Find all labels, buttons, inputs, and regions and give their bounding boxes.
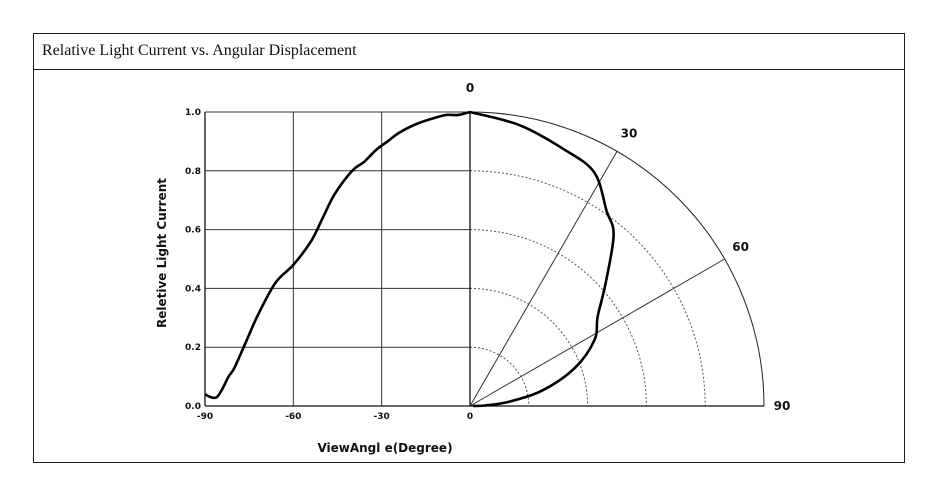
- polar-angle-label: 30: [621, 126, 638, 140]
- x-tick-label: -30: [374, 412, 390, 422]
- y-tick-label: 0.2: [185, 343, 201, 353]
- chart-grid: [204, 111, 471, 407]
- x-tick-label: 0: [467, 412, 473, 422]
- polar-angle-label: 60: [732, 240, 749, 254]
- polar-angle-label: 90: [774, 399, 791, 413]
- polar-radial-line: [469, 151, 618, 407]
- y-axis-label: Reletive Light Current: [155, 178, 169, 328]
- polar-ring: [469, 287, 589, 407]
- chart-title: Relative Light Current vs. Angular Displ…: [42, 42, 357, 59]
- polar-ring: [469, 346, 530, 407]
- y-tick-label: 0.4: [185, 284, 201, 294]
- x-tick-label: -60: [285, 412, 301, 422]
- y-tick-label: 1.0: [185, 108, 201, 118]
- polar-ring: [469, 170, 706, 407]
- figure-header: Relative Light Current vs. Angular Displ…: [34, 34, 904, 70]
- chart-axes: [204, 112, 764, 407]
- x-tick-label: -90: [197, 412, 213, 422]
- x-axis-label: ViewAngl e(Degree): [317, 441, 452, 455]
- y-tick-label: 0.8: [185, 167, 201, 177]
- cartesian-curve: [204, 110, 471, 400]
- polar-outer-arc: [469, 111, 765, 407]
- polar-ring: [469, 229, 647, 407]
- y-tick-label: 0.6: [185, 226, 201, 236]
- polar-angle-label: 0: [466, 81, 474, 95]
- polar-grid: [469, 111, 765, 407]
- chart-curves: [204, 110, 615, 408]
- polar-curve: [469, 110, 615, 408]
- chart-ticks: 0.0 0.2 0.4 0.6 0.8 1.0 -90 -60 -30 0 0 30 60 90: [185, 81, 790, 422]
- y-tick-label: 0.0: [185, 402, 201, 412]
- figure-frame: Relative Light Current vs. Angular Displ…: [33, 33, 905, 463]
